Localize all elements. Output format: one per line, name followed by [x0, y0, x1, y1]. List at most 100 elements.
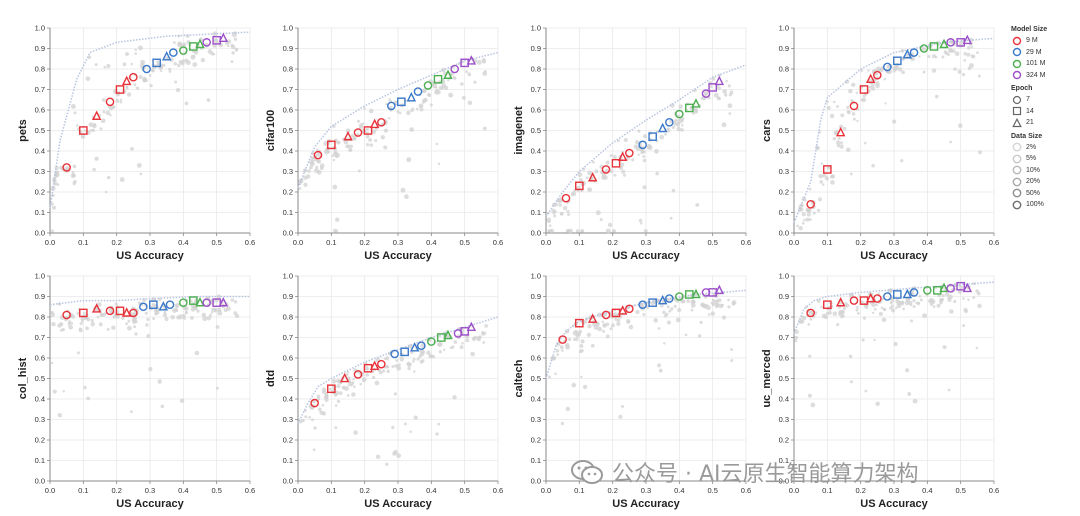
legend-label: 101 M: [1026, 60, 1046, 68]
background-point: [802, 218, 806, 222]
background-point: [690, 303, 696, 308]
x-tick-label: 0.2: [111, 238, 121, 247]
background-point: [61, 328, 65, 332]
background-point: [96, 315, 100, 319]
y-tick-label: 0.8: [35, 65, 45, 74]
background-point: [642, 313, 646, 317]
background-point: [438, 85, 443, 91]
background-point: [616, 321, 621, 327]
background-point: [412, 360, 415, 363]
background-point: [394, 364, 398, 368]
background-point: [915, 301, 919, 305]
y-tick-label: 0.9: [283, 292, 293, 301]
background-point: [861, 97, 867, 103]
background-point: [653, 318, 659, 323]
background-point: [122, 62, 127, 67]
y-tick-label: 0.0: [35, 229, 45, 238]
background-point: [332, 184, 338, 190]
background-point: [366, 143, 370, 147]
legend-item-data-size: 50%: [1011, 188, 1077, 200]
background-point: [165, 56, 168, 60]
background-point: [566, 229, 571, 233]
background-point: [179, 398, 185, 403]
background-point: [365, 127, 369, 131]
background-point: [637, 129, 641, 133]
background-point: [870, 85, 876, 91]
background-point: [87, 55, 92, 60]
x-tick-label: 0.0: [45, 238, 55, 247]
x-tick-label: 0.3: [641, 486, 651, 495]
background-point: [391, 365, 395, 368]
background-point: [53, 172, 59, 178]
data-point: [893, 290, 902, 299]
legend-label: 50%: [1026, 189, 1041, 197]
background-point: [148, 73, 152, 77]
background-point: [438, 350, 442, 354]
background-point: [808, 218, 812, 222]
background-point: [369, 143, 374, 147]
background-point: [554, 372, 557, 376]
x-tick-label: 0.1: [326, 486, 336, 495]
background-point: [182, 42, 187, 47]
y-axis-label: caltech: [513, 359, 525, 397]
background-point: [385, 365, 389, 369]
y-tick-label: 0.6: [35, 106, 45, 115]
background-point: [426, 350, 431, 355]
background-point: [200, 57, 206, 63]
background-point: [346, 394, 350, 397]
y-tick-label: 0.3: [531, 167, 541, 176]
background-point: [942, 345, 947, 350]
x-tick-label: 0.0: [45, 486, 55, 495]
legend-item-data-size: 2%: [1011, 142, 1077, 154]
background-point: [393, 449, 398, 455]
background-point: [851, 82, 856, 87]
background-point: [655, 171, 659, 176]
background-point: [616, 318, 621, 323]
y-tick-label: 0.9: [779, 44, 789, 53]
y-tick-label: 0.7: [779, 333, 789, 342]
background-point: [671, 188, 676, 193]
background-point: [212, 52, 216, 56]
y-tick-label: 0.9: [779, 292, 789, 301]
background-point: [331, 378, 337, 384]
background-point: [383, 128, 389, 133]
y-tick-label: 0.5: [283, 374, 293, 383]
background-point: [442, 80, 446, 84]
background-point: [845, 147, 851, 153]
legend-item-data-size: 10%: [1011, 165, 1077, 177]
background-point: [378, 370, 383, 375]
background-point: [897, 67, 903, 72]
background-point: [406, 110, 411, 116]
background-point: [848, 88, 853, 94]
x-tick-label: 0.4: [674, 486, 684, 495]
y-tick-label: 1.0: [35, 272, 45, 281]
background-point: [716, 86, 721, 91]
background-point: [129, 410, 133, 414]
background-point: [192, 62, 198, 67]
background-point: [185, 60, 191, 65]
background-point: [365, 367, 369, 371]
y-tick-label: 0.1: [531, 456, 541, 465]
background-point: [313, 426, 317, 430]
background-point: [640, 222, 643, 225]
y-tick-label: 0.6: [531, 106, 541, 115]
background-point: [349, 144, 354, 148]
background-point: [858, 294, 861, 297]
background-point: [599, 217, 603, 222]
data-point: [665, 294, 674, 303]
background-point: [351, 392, 356, 397]
background-point: [90, 318, 94, 323]
background-point: [206, 315, 212, 321]
background-point: [607, 222, 613, 228]
background-point: [75, 124, 79, 127]
background-point: [597, 326, 603, 332]
background-point: [334, 404, 338, 407]
background-point: [114, 302, 118, 306]
background-point: [850, 98, 854, 102]
background-point: [832, 311, 838, 317]
data-point: [675, 292, 684, 301]
data-point: [929, 42, 939, 51]
background-point: [946, 52, 951, 56]
background-point: [305, 174, 311, 179]
background-point: [927, 54, 931, 59]
